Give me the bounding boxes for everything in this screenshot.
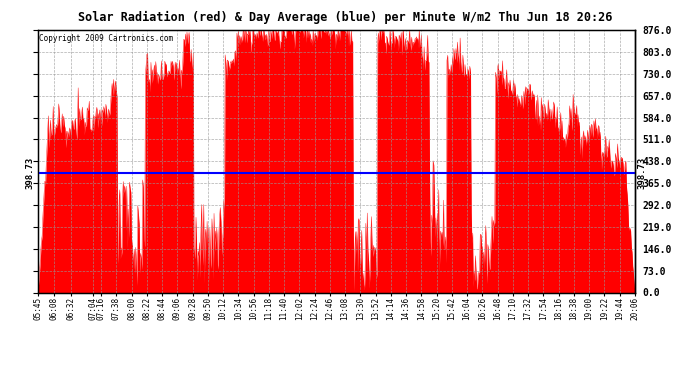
Text: Solar Radiation (red) & Day Average (blue) per Minute W/m2 Thu Jun 18 20:26: Solar Radiation (red) & Day Average (blu… [78, 11, 612, 24]
Text: 398.73: 398.73 [638, 157, 647, 189]
Text: 398.73: 398.73 [26, 157, 35, 189]
Text: Copyright 2009 Cartronics.com: Copyright 2009 Cartronics.com [39, 34, 173, 43]
